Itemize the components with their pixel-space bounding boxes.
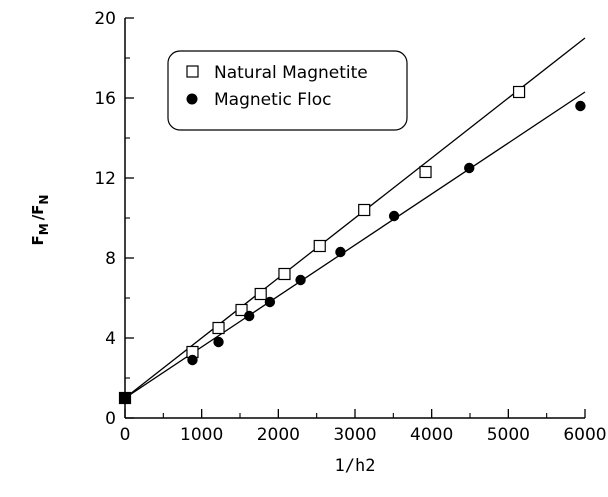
point-natural-magnetite (512, 85, 526, 99)
legend-marker-magnetic-floc (186, 93, 198, 105)
y-tick-label: 12 (94, 169, 116, 189)
y-tick-label: 16 (94, 89, 116, 109)
y-label-s2: N (37, 195, 51, 205)
x-tick-label: 1000 (180, 425, 223, 445)
point-natural-magnetite (419, 165, 432, 179)
y-label-s1: M (37, 223, 51, 235)
point-magnetic-floc (264, 296, 276, 308)
legend-marker-natural-magnetite (186, 65, 199, 78)
x-axis-label: 1/h2 (335, 456, 376, 476)
y-tick-label: 20 (94, 9, 116, 29)
x-tick-label: 6000 (563, 425, 606, 445)
point-magnetic-floc (244, 310, 255, 322)
x-tick-label: 4000 (410, 425, 453, 445)
point-magnetic-floc (335, 246, 346, 258)
point-magnetic-floc (187, 354, 198, 366)
point-magnetic-floc (464, 162, 475, 174)
point-magnetic-floc (295, 274, 306, 286)
y-label-f2: F (29, 205, 47, 215)
y-tick-label: 4 (105, 329, 116, 349)
legend-box (167, 50, 408, 131)
point-natural-magnetite (212, 321, 225, 335)
fit-line-magnetic-floc (124, 91, 586, 399)
y-axis-label: FM/FN (29, 195, 51, 246)
fit-line-natural-magnetite (124, 37, 586, 399)
x-tick-label: 5000 (487, 425, 530, 445)
y-tick-label: 0 (105, 409, 116, 429)
point-natural-magnetite (278, 267, 291, 281)
legend-label-natural-magnetite: Natural Magnetite (214, 63, 368, 83)
x-tick-label: 2000 (257, 425, 300, 445)
y-label-f1: F (29, 235, 47, 245)
point-origin (119, 392, 131, 404)
point-natural-magnetite (358, 203, 371, 217)
point-natural-magnetite (254, 287, 267, 301)
legend-label-magnetic-floc: Magnetic Floc (214, 90, 332, 110)
point-magnetic-floc (388, 210, 400, 222)
legend: Natural Magnetite Magnetic Floc (167, 50, 408, 131)
point-magnetic-floc (213, 336, 224, 348)
svg-text:FM/FN: FM/FN (29, 195, 51, 246)
point-natural-magnetite (313, 239, 326, 253)
ticks: 0 1000 2000 3000 4000 5000 6000 0 4 8 12 16 20 (94, 9, 606, 445)
data-points (118, 85, 586, 405)
fit-lines (124, 37, 586, 399)
y-tick-label: 8 (105, 249, 116, 269)
y-label-sep: / (29, 214, 47, 220)
x-tick-label: 3000 (333, 425, 376, 445)
x-tick-label: 0 (120, 425, 131, 445)
point-magnetic-floc (575, 100, 586, 112)
point-natural-magnetite (235, 303, 248, 317)
